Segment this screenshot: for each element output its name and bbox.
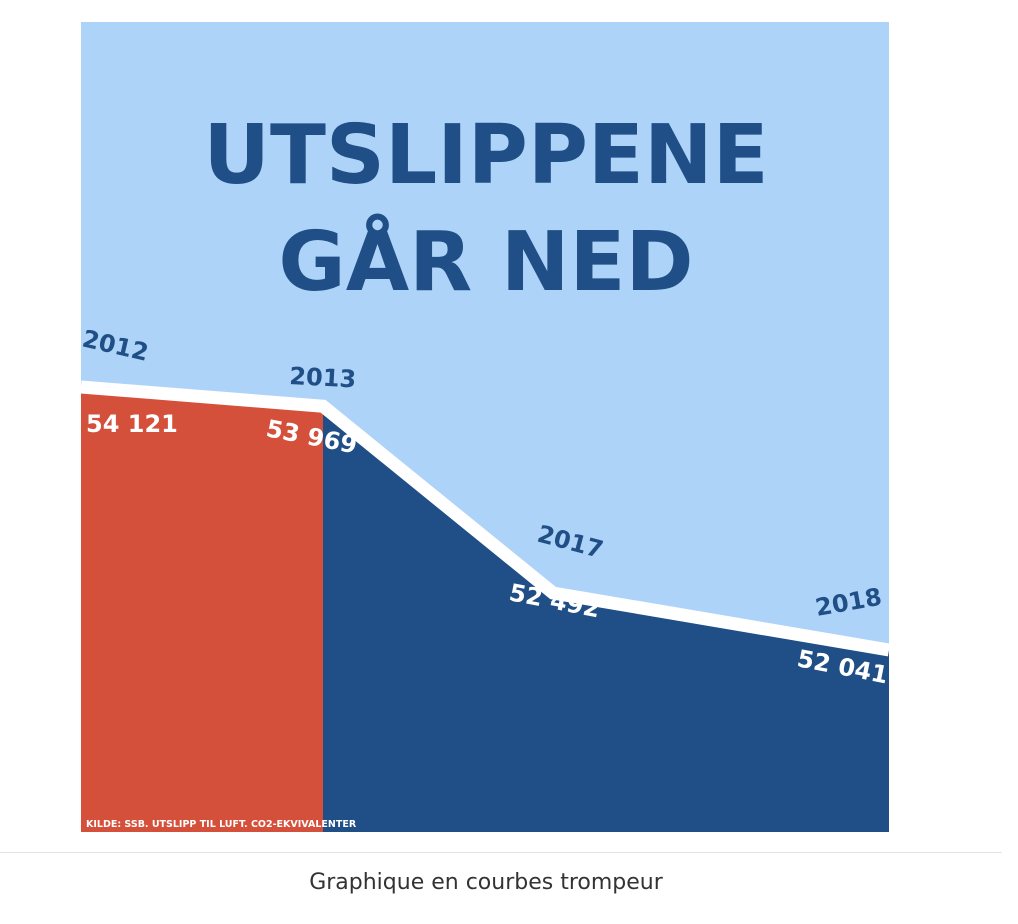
source-note: KILDE: SSB. UTSLIPP TIL LUFT. CO2-EKVIVA… — [86, 819, 357, 830]
highlight-area-2012 — [81, 387, 323, 832]
figure-caption: Graphique en courbes trompeur — [309, 870, 663, 895]
year-label-2013: 2013 — [289, 362, 357, 393]
chart-title-line-1: UTSLIPPENE — [203, 108, 768, 203]
trend-line — [80, 380, 891, 657]
chart-marks — [80, 380, 891, 832]
value-label-2012: 54 121 — [86, 410, 178, 438]
caption-divider — [0, 852, 1002, 853]
chart-title-line-2: GÅR NED — [278, 213, 693, 310]
